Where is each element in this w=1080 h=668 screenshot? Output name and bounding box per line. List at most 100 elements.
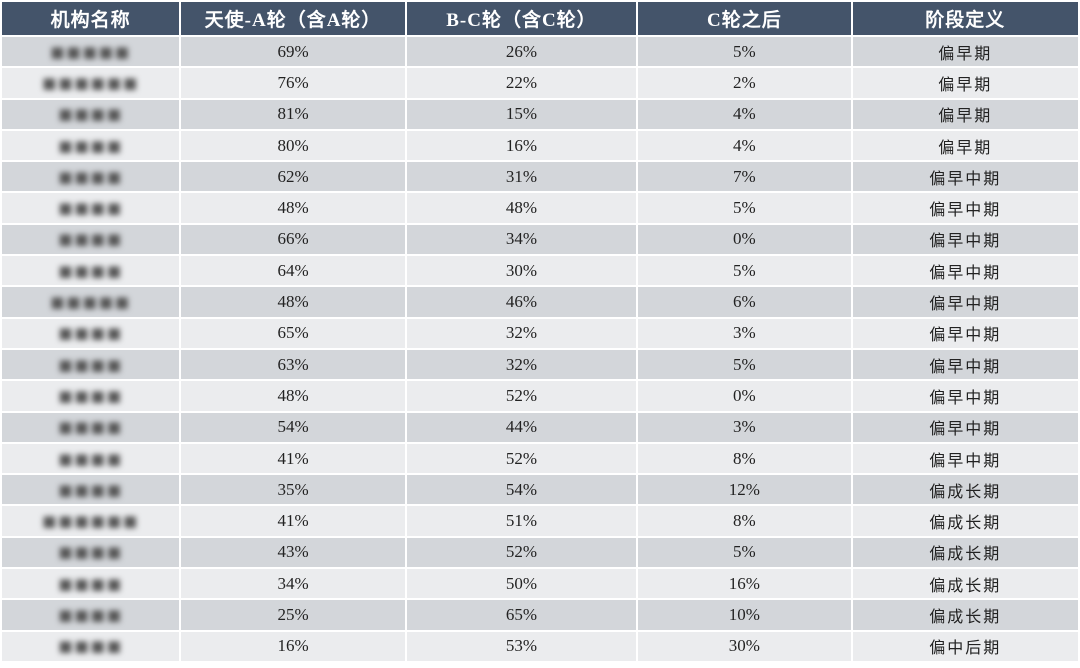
- stage-definition-cell: 偏早中期: [852, 287, 1078, 317]
- table-row: ■■■■ 64% 30% 5% 偏早中期: [2, 256, 1078, 286]
- after-c-share-cell: 5%: [638, 37, 851, 67]
- angel-a-share-cell: 65%: [181, 318, 405, 348]
- table-header-row: 机构名称 天使-A轮（含A轮） B-C轮（含C轮） C轮之后 阶段定义: [2, 2, 1078, 35]
- institution-name-cell: ■■■■: [2, 631, 180, 661]
- table-row: ■■■■ 66% 34% 0% 偏早中期: [2, 224, 1078, 255]
- table-row: ■■■■ 63% 32% 5% 偏早中期: [2, 349, 1078, 380]
- blurred-institution-name: ■■■■■: [50, 42, 132, 61]
- table-row: ■■■■ 65% 32% 3% 偏早中期: [2, 318, 1078, 348]
- after-c-share-cell: 5%: [638, 256, 851, 286]
- stage-definition-cell: 偏早中期: [852, 318, 1078, 348]
- angel-a-share-cell: 63%: [181, 349, 405, 380]
- table-row: ■■■■ 81% 15% 4% 偏早期: [2, 99, 1078, 129]
- table-row: ■■■■ 43% 52% 5% 偏成长期: [2, 537, 1078, 568]
- table-row: ■■■■ 16% 53% 30% 偏中后期: [2, 631, 1078, 661]
- blurred-institution-name: ■■■■: [58, 605, 124, 624]
- stage-definition-cell: 偏成长期: [852, 475, 1078, 505]
- b-c-share-cell: 22%: [406, 68, 637, 98]
- blurred-institution-name: ■■■■: [58, 418, 124, 437]
- institution-name-cell: ■■■■: [2, 349, 180, 380]
- stage-definition-cell: 偏早期: [852, 68, 1078, 98]
- table-row: ■■■■ 54% 44% 3% 偏早中期: [2, 412, 1078, 442]
- blurred-institution-name: ■■■■: [58, 230, 124, 249]
- stage-definition-cell: 偏中后期: [852, 631, 1078, 661]
- institution-name-cell: ■■■■: [2, 600, 180, 630]
- b-c-share-cell: 53%: [406, 631, 637, 661]
- blurred-institution-name: ■■■■: [58, 386, 124, 405]
- blurred-institution-name: ■■■■: [58, 449, 124, 468]
- after-c-share-cell: 5%: [638, 193, 851, 223]
- blurred-institution-name: ■■■■: [58, 136, 124, 155]
- angel-a-share-cell: 80%: [181, 130, 405, 161]
- angel-a-share-cell: 66%: [181, 224, 405, 255]
- angel-a-share-cell: 34%: [181, 569, 405, 599]
- table-body: ■■■■■ 69% 26% 5% 偏早期 ■■■■■■ 76% 22% 2% 偏早期 ■■■■ 81%…: [2, 37, 1078, 661]
- blurred-institution-name: ■■■■: [58, 543, 124, 562]
- after-c-share-cell: 8%: [638, 506, 851, 536]
- angel-a-share-cell: 76%: [181, 68, 405, 98]
- b-c-share-cell: 51%: [406, 506, 637, 536]
- b-c-share-cell: 52%: [406, 443, 637, 474]
- b-c-share-cell: 65%: [406, 600, 637, 630]
- institution-name-cell: ■■■■: [2, 475, 180, 505]
- stage-definition-cell: 偏早中期: [852, 256, 1078, 286]
- institution-name-cell: ■■■■: [2, 193, 180, 223]
- after-c-share-cell: 12%: [638, 475, 851, 505]
- after-c-share-cell: 2%: [638, 68, 851, 98]
- angel-a-share-cell: 35%: [181, 475, 405, 505]
- stage-definition-cell: 偏早期: [852, 37, 1078, 67]
- angel-a-share-cell: 62%: [181, 162, 405, 192]
- b-c-share-cell: 44%: [406, 412, 637, 442]
- after-c-share-cell: 4%: [638, 99, 851, 129]
- after-c-share-cell: 8%: [638, 443, 851, 474]
- blurred-institution-name: ■■■■■■: [42, 512, 140, 531]
- b-c-share-cell: 16%: [406, 130, 637, 161]
- angel-a-share-cell: 43%: [181, 537, 405, 568]
- blurred-institution-name: ■■■■■: [50, 293, 132, 312]
- blurred-institution-name: ■■■■: [58, 261, 124, 280]
- institution-name-cell: ■■■■: [2, 162, 180, 192]
- blurred-institution-name: ■■■■: [58, 105, 124, 124]
- stage-definition-cell: 偏早中期: [852, 381, 1078, 411]
- table-row: ■■■■■■ 41% 51% 8% 偏成长期: [2, 506, 1078, 536]
- header-after-c-round: C轮之后: [638, 2, 851, 35]
- angel-a-share-cell: 48%: [181, 193, 405, 223]
- institution-name-cell: ■■■■: [2, 412, 180, 442]
- b-c-share-cell: 48%: [406, 193, 637, 223]
- stage-definition-cell: 偏成长期: [852, 537, 1078, 568]
- angel-a-share-cell: 64%: [181, 256, 405, 286]
- after-c-share-cell: 30%: [638, 631, 851, 661]
- b-c-share-cell: 34%: [406, 224, 637, 255]
- stage-definition-cell: 偏早中期: [852, 224, 1078, 255]
- header-institution-name: 机构名称: [2, 2, 180, 35]
- institution-name-cell: ■■■■■■: [2, 506, 180, 536]
- after-c-share-cell: 0%: [638, 381, 851, 411]
- table-row: ■■■■■■ 76% 22% 2% 偏早期: [2, 68, 1078, 98]
- b-c-share-cell: 50%: [406, 569, 637, 599]
- b-c-share-cell: 32%: [406, 349, 637, 380]
- blurred-institution-name: ■■■■: [58, 480, 124, 499]
- angel-a-share-cell: 81%: [181, 99, 405, 129]
- b-c-share-cell: 26%: [406, 37, 637, 67]
- header-b-c-round: B-C轮（含C轮）: [406, 2, 637, 35]
- stage-definition-cell: 偏早期: [852, 99, 1078, 129]
- table-row: ■■■■ 25% 65% 10% 偏成长期: [2, 600, 1078, 630]
- b-c-share-cell: 15%: [406, 99, 637, 129]
- blurred-institution-name: ■■■■: [58, 574, 124, 593]
- angel-a-share-cell: 48%: [181, 287, 405, 317]
- institution-name-cell: ■■■■: [2, 99, 180, 129]
- table-row: ■■■■ 48% 48% 5% 偏早中期: [2, 193, 1078, 223]
- b-c-share-cell: 32%: [406, 318, 637, 348]
- angel-a-share-cell: 16%: [181, 631, 405, 661]
- b-c-share-cell: 31%: [406, 162, 637, 192]
- institution-name-cell: ■■■■■: [2, 287, 180, 317]
- table-row: ■■■■ 35% 54% 12% 偏成长期: [2, 475, 1078, 505]
- blurred-institution-name: ■■■■: [58, 355, 124, 374]
- institution-name-cell: ■■■■: [2, 318, 180, 348]
- b-c-share-cell: 46%: [406, 287, 637, 317]
- after-c-share-cell: 10%: [638, 600, 851, 630]
- institution-name-cell: ■■■■: [2, 537, 180, 568]
- after-c-share-cell: 3%: [638, 318, 851, 348]
- institution-name-cell: ■■■■: [2, 443, 180, 474]
